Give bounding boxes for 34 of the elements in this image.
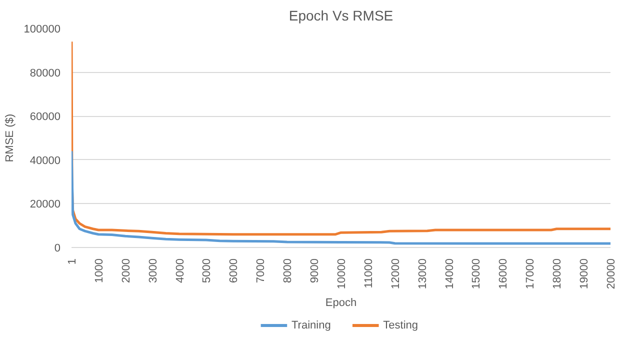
x-tick-label: 5000 [201,258,214,283]
x-tick-label: 6000 [228,258,240,283]
x-tick-label: 20000 [606,258,618,290]
y-tick-label: 80000 [30,67,61,80]
legend-label: Training [291,320,331,332]
x-tick-label: 18000 [552,258,564,290]
x-tick-label: 15000 [470,258,483,290]
x-tick-label: 11000 [362,258,375,288]
x-tick-label: 17000 [524,258,537,290]
legend-label: Testing [383,320,418,332]
x-tick-label: 2000 [120,258,132,283]
x-tick-label: 9000 [309,258,322,283]
x-tick-label: 4000 [174,258,186,283]
chart-title: Epoch Vs RMSE [288,8,394,24]
x-tick-label: 3000 [147,258,160,283]
x-axis-title: Epoch [325,297,357,310]
x-tick-label: 7000 [255,258,268,283]
y-tick-label: 40000 [30,154,61,167]
x-tick-label: 8000 [282,258,294,283]
y-tick-label: 20000 [30,198,61,211]
y-tick-label: 0 [54,242,61,254]
x-tick-label: 13000 [416,258,429,290]
x-tick-label: 1000 [93,258,106,283]
x-tick-label: 14000 [444,258,456,290]
line-series [72,150,610,245]
x-tick-label: 12000 [390,258,402,290]
y-tick-label: 60000 [30,111,61,124]
x-tick-label: 10000 [336,258,348,290]
y-axis-title: RMSE ($) [4,114,16,162]
y-tick-label: 100000 [24,24,61,36]
x-tick-label: 16000 [498,258,510,290]
x-tick-label: 1 [66,258,78,265]
x-tick-label: 19000 [578,258,591,290]
line-series [72,40,610,236]
